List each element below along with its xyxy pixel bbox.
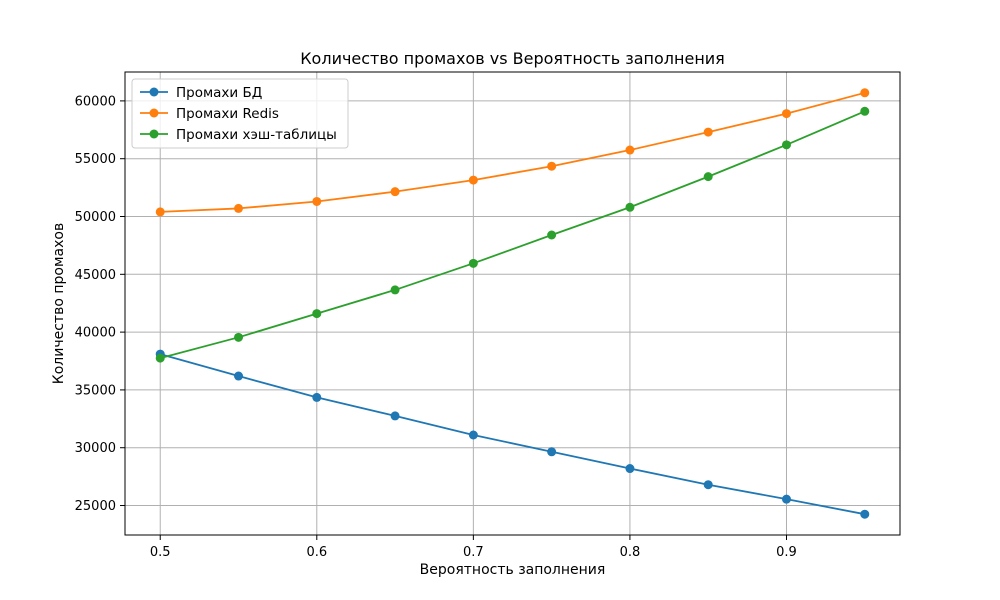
y-tick-label: 55000	[75, 152, 116, 167]
chart-title: Количество промахов vs Вероятность запол…	[300, 49, 725, 68]
y-tick-label: 35000	[75, 383, 116, 398]
x-tick-label: 0.7	[463, 545, 484, 560]
legend-box	[131, 78, 349, 149]
y-tick-label: 45000	[75, 268, 116, 283]
data-point	[625, 145, 635, 155]
data-point	[781, 140, 791, 150]
data-point	[860, 88, 870, 98]
data-point	[155, 353, 165, 363]
data-point	[234, 332, 244, 342]
x-tick-label: 0.8	[620, 545, 641, 560]
series-2	[155, 106, 870, 363]
data-point	[781, 494, 791, 504]
y-axis-label: Количество промахов	[51, 223, 67, 384]
legend-item: Промахи хэш-таблицы	[140, 127, 337, 143]
data-point	[703, 480, 713, 490]
data-point	[312, 392, 322, 402]
legend-swatch-marker	[149, 108, 159, 118]
x-axis-label: Вероятность заполнения	[420, 562, 606, 578]
axis-ticks: 0.5 0.6 0.7 0.8 0.9 25000 30000 35000 40000 45000…	[75, 94, 797, 560]
data-point	[547, 230, 557, 240]
data-series	[155, 88, 870, 519]
chart-legend: Промахи БД Промахи Redis Промахи хэш-табли…	[131, 78, 349, 149]
legend-label: Промахи Redis	[176, 106, 279, 122]
series-line	[159, 110, 866, 359]
data-point	[234, 203, 244, 213]
data-point	[312, 309, 322, 319]
data-point	[547, 447, 557, 457]
data-point	[625, 202, 635, 212]
legend-label: Промахи хэш-таблицы	[176, 127, 337, 143]
data-point	[390, 285, 400, 295]
data-point	[625, 464, 635, 474]
data-point	[155, 207, 165, 217]
data-point	[860, 509, 870, 519]
data-point	[390, 411, 400, 421]
data-point	[468, 258, 478, 268]
data-point	[781, 109, 791, 119]
y-tick-label: 25000	[75, 499, 116, 514]
series-1	[155, 88, 870, 217]
data-point	[234, 371, 244, 381]
legend-swatch-marker	[149, 87, 159, 97]
y-tick-label: 30000	[75, 441, 116, 456]
series-line	[159, 353, 865, 516]
series-0	[155, 349, 870, 519]
data-point	[312, 196, 322, 206]
y-tick-label: 40000	[75, 326, 116, 341]
y-tick-label: 50000	[75, 210, 116, 225]
x-tick-label: 0.9	[776, 545, 797, 560]
data-point	[468, 175, 478, 185]
data-point	[468, 430, 478, 440]
x-tick-label: 0.6	[306, 545, 327, 560]
data-point	[547, 161, 557, 171]
plot-frame	[124, 71, 901, 536]
series-line	[160, 91, 866, 213]
data-point	[703, 172, 713, 182]
data-point	[703, 127, 713, 137]
legend-item: Промахи Redis	[140, 106, 279, 122]
x-tick-label: 0.5	[150, 545, 171, 560]
legend-swatch-marker	[149, 129, 159, 139]
y-tick-label: 60000	[75, 94, 116, 109]
data-point	[390, 187, 400, 197]
legend-item: Промахи БД	[140, 85, 262, 101]
legend-label: Промахи БД	[176, 85, 262, 101]
data-point	[860, 106, 870, 116]
